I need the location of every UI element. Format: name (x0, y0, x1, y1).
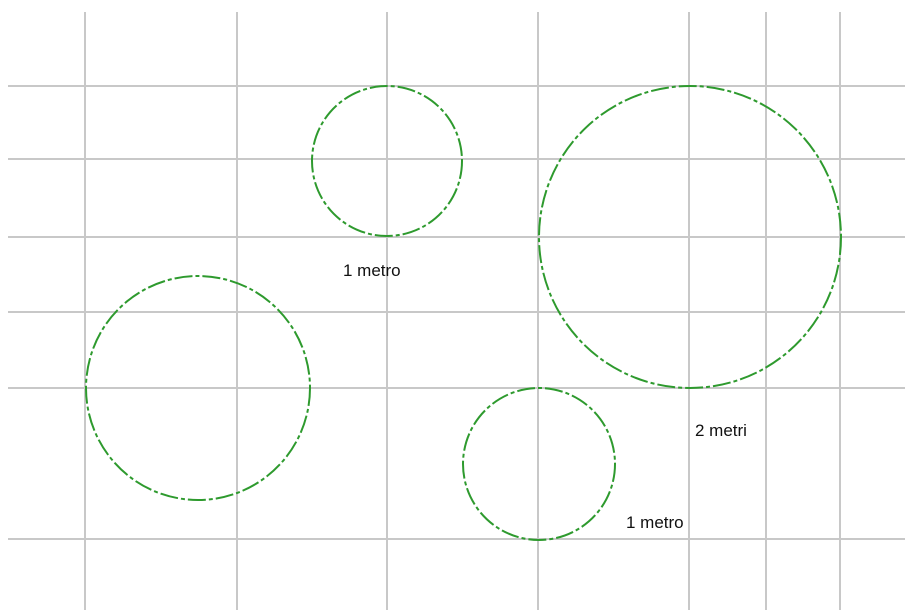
circle-small-top-label: 1 metro (343, 261, 401, 280)
circle-large-right (538, 85, 842, 389)
circle-small-top (311, 85, 463, 237)
circle-large-right-label: 2 metri (695, 421, 747, 440)
circle-bottom-middle (462, 387, 616, 541)
circle-bottom-middle-label: 1 metro (626, 513, 684, 532)
circles (85, 85, 842, 541)
labels: 1 metro 2 metri 1 metro (343, 261, 747, 532)
circle-left (85, 275, 311, 501)
grid (8, 12, 905, 610)
